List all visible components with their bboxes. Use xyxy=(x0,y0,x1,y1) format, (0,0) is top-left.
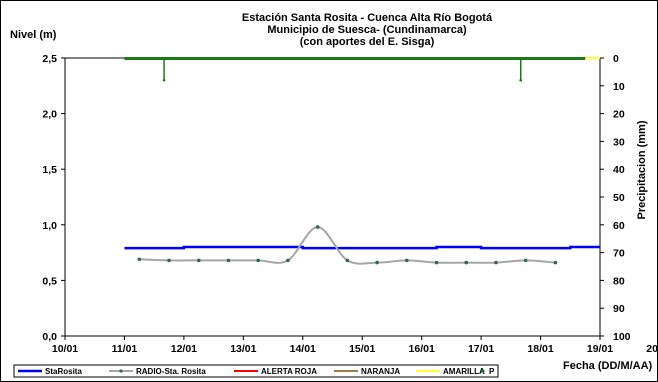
legend-label: AMARILLA xyxy=(443,367,485,376)
legend-item: RADIO-Sta. Rosita xyxy=(109,367,206,376)
legend: StaRosita RADIO-Sta. Rosita ALERTA ROJA NAR… xyxy=(13,364,499,378)
data-point xyxy=(434,260,439,265)
data-point xyxy=(256,258,260,263)
y2-axis-label: Precipitacion (mm) xyxy=(636,120,648,219)
legend-label: ALERTA ROJA xyxy=(261,367,317,376)
x-tick-label: 10/01 xyxy=(52,343,78,355)
x-tick-label: 17/01 xyxy=(468,343,494,355)
x-tick-label: 18/01 xyxy=(527,343,553,355)
data-point xyxy=(345,258,350,263)
data-point xyxy=(553,260,558,265)
data-point xyxy=(405,258,409,263)
legend-item: NARANJA xyxy=(334,367,400,376)
y2-tick-label: 0 xyxy=(613,53,619,65)
legend-label: StaRosita xyxy=(45,367,82,376)
series-starosita xyxy=(124,245,600,250)
legend-items: StaRosita RADIO-Sta. Rosita ALERTA ROJA NAR… xyxy=(18,367,495,376)
x-tick-label: 16/01 xyxy=(409,343,435,355)
series-line xyxy=(124,245,600,250)
x-tick-label: 19/01 xyxy=(587,343,613,355)
legend-label: P xyxy=(489,367,495,376)
data-point xyxy=(196,258,201,263)
x-tick-label: 11/01 xyxy=(112,343,138,355)
data-point xyxy=(464,260,469,265)
x-tick-label: 13/01 xyxy=(230,343,256,355)
y2-tick-label: 50 xyxy=(613,192,625,204)
y2-tick-label: 30 xyxy=(613,136,625,148)
y2-tick-label: 60 xyxy=(613,220,625,232)
legend-item: P xyxy=(481,367,495,376)
chart-title-line-3: (con aportes del E. Sisga) xyxy=(300,36,435,48)
data-point xyxy=(375,260,379,265)
data-point xyxy=(494,260,498,265)
chart-title-line-1: Estación Santa Rosita - Cuenca Alta Río … xyxy=(242,12,493,24)
legend-item: StaRosita xyxy=(18,367,82,376)
x-tick-label: 12/01 xyxy=(171,343,197,355)
y-tick-label: 2,0 xyxy=(42,109,57,121)
y2-tick-label: 100 xyxy=(613,331,631,343)
y-tick-label: 0,5 xyxy=(42,275,57,287)
data-point xyxy=(523,258,528,263)
x-tick-label: 20/01 xyxy=(646,343,658,355)
data-point xyxy=(226,258,231,263)
legend-item: AMARILLA xyxy=(416,367,485,376)
y2-tick-label: 40 xyxy=(613,164,625,176)
x-axis-ticks: 10/01 11/01 12/01 13/01 14/01 15/01 16/01 17/01… xyxy=(52,336,658,355)
y-tick-label: 1,0 xyxy=(42,220,57,232)
x-tick-label: 14/01 xyxy=(290,343,316,355)
series-layer xyxy=(124,57,600,265)
legend-swatch xyxy=(481,369,485,373)
y2-axis-ticks: 0 10 20 30 40 50 60 70 80 90 100 xyxy=(600,53,631,343)
y2-tick-label: 80 xyxy=(613,275,625,287)
y-tick-label: 1,5 xyxy=(42,164,57,176)
data-point xyxy=(286,258,290,263)
chart-title-line-2: Municipio de Suesca- (Cundinamarca) xyxy=(267,24,467,36)
y2-tick-label: 90 xyxy=(613,303,625,315)
legend-label: RADIO-Sta. Rosita xyxy=(136,367,206,376)
x-tick-label: 15/01 xyxy=(349,343,375,355)
data-point xyxy=(315,225,320,229)
data-point xyxy=(519,78,523,82)
y2-tick-label: 70 xyxy=(613,248,625,260)
y2-tick-label: 10 xyxy=(613,81,625,93)
data-point xyxy=(137,257,142,262)
y-axis-label: Nivel (m) xyxy=(10,29,57,41)
legend-label: NARANJA xyxy=(361,367,400,376)
y-axis-ticks: 0,0 0,5 1,0 1,5 2,0 2,5 xyxy=(42,53,65,343)
y2-tick-label: 20 xyxy=(613,109,625,121)
legend-item: ALERTA ROJA xyxy=(234,367,317,376)
series-p xyxy=(124,57,586,82)
y-tick-label: 2,5 xyxy=(42,53,57,65)
x-axis-label: Fecha (DD/M/AA) xyxy=(563,360,653,372)
y-tick-label: 0,0 xyxy=(42,331,57,343)
data-point xyxy=(167,258,171,263)
series-radio-sta-rosita xyxy=(137,225,558,265)
legend-marker xyxy=(119,369,123,373)
data-point xyxy=(162,78,166,82)
